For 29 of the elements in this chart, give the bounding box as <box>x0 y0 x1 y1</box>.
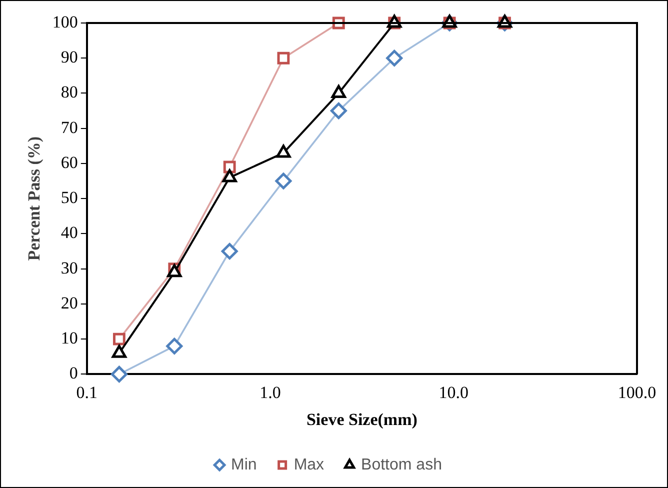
y-tick-label: 10 <box>60 328 78 348</box>
y-axis-title: Percent Pass (%) <box>24 136 44 261</box>
x-tick-label: 100.0 <box>618 382 656 402</box>
point <box>112 332 126 346</box>
point <box>275 172 292 190</box>
y-tick-label: 40 <box>60 223 78 242</box>
legend-label: Min <box>231 456 257 474</box>
point <box>223 160 236 174</box>
y-tick-label: 100 <box>52 12 78 32</box>
y-tick-label: 30 <box>60 258 78 278</box>
y-tick-label: 20 <box>60 293 78 312</box>
point <box>221 243 238 260</box>
point <box>330 102 347 120</box>
y-tick-label: 60 <box>60 152 78 172</box>
x-axis-title: Sieve Size(mm) <box>306 410 418 430</box>
point <box>277 52 290 64</box>
y-tick-label: 0 <box>69 364 78 383</box>
y-tick-label: 70 <box>60 118 78 137</box>
legend-label: Max <box>294 456 324 474</box>
x-tick-label: 1.0 <box>260 382 281 402</box>
y-tick-label: 80 <box>60 82 78 102</box>
x-tick-label: 0.1 <box>76 382 98 402</box>
point <box>110 366 128 382</box>
y-tick-label: 50 <box>60 188 78 208</box>
point <box>166 338 183 354</box>
x-tick-label: 10.0 <box>438 382 469 402</box>
y-tick-label: 90 <box>60 48 78 67</box>
point <box>386 50 403 66</box>
legend-label: Bottom ash <box>361 456 442 474</box>
